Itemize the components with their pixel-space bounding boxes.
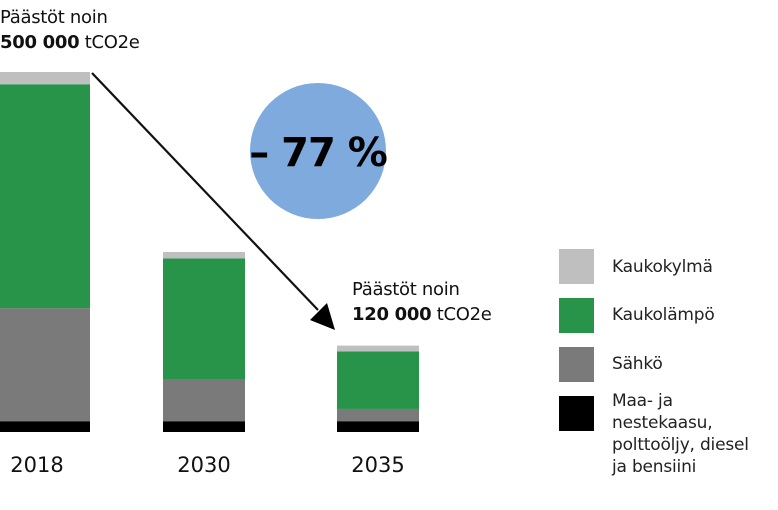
- end-annotation: Päästöt noin 120 000 tCO2e: [352, 277, 492, 327]
- legend-swatch-sahko: [559, 347, 594, 382]
- bar-2035-segment-3: [337, 345, 419, 352]
- end-annotation-value: 120 000: [352, 304, 432, 325]
- bar-2030-segment-1: [163, 379, 245, 422]
- change-label: – 77 %: [249, 130, 387, 176]
- legend-label-sahko: Sähkö: [612, 354, 663, 374]
- legend-swatch-kaukokylma: [559, 249, 594, 284]
- bar-2018-segment-3: [0, 72, 90, 85]
- start-annotation-line1: Päästöt noin: [0, 7, 108, 28]
- bar-2018-segment-1: [0, 308, 90, 422]
- bar-2018-segment-0: [0, 421, 90, 432]
- legend-swatch-kaukolampo: [559, 298, 594, 333]
- start-annotation: Päästöt noin 500 000 tCO2e: [0, 5, 140, 55]
- change-circle: [250, 83, 386, 219]
- bar-2018-segment-2: [0, 84, 90, 309]
- end-annotation-line1: Päästöt noin: [352, 279, 460, 300]
- x-tick-label: 2035: [351, 453, 404, 477]
- legend-label-kaukokylma: Kaukokylmä: [612, 257, 713, 277]
- trend-arrow-head: [310, 303, 335, 330]
- start-annotation-value: 500 000: [0, 32, 80, 53]
- bar-2035-segment-1: [337, 408, 419, 422]
- legend-label-fuels-line2: polttoöljy, diesel: [612, 435, 749, 455]
- legend-label-fuels-line3: ja bensiini: [612, 457, 697, 477]
- x-tick-label: 2030: [177, 453, 230, 477]
- bar-2030-segment-3: [163, 252, 245, 259]
- bar-2030-segment-2: [163, 258, 245, 380]
- end-annotation-unit: tCO2e: [436, 304, 492, 325]
- legend-label-fuels-line1: Maa- ja nestekaasu,: [612, 391, 713, 433]
- x-tick-label: 2018: [10, 453, 63, 477]
- start-annotation-unit: tCO2e: [84, 32, 140, 53]
- legend-label-fuels: Maa- ja nestekaasu, polttoöljy, diesel j…: [612, 390, 778, 478]
- legend-swatch-fuels: [559, 396, 594, 431]
- trend-arrow-line: [91, 72, 319, 311]
- bar-2035-segment-0: [337, 421, 419, 432]
- bar-2030-segment-0: [163, 421, 245, 432]
- bar-2035-segment-2: [337, 351, 419, 409]
- legend-label-kaukolampo: Kaukolämpö: [612, 305, 715, 325]
